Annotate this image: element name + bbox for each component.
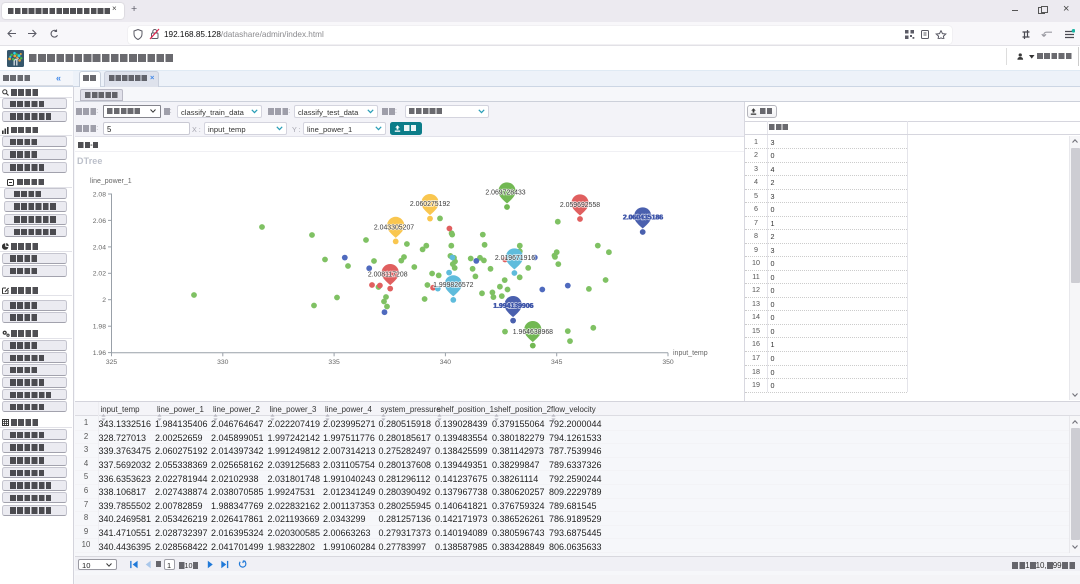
svg-text:350: 350 bbox=[662, 359, 674, 366]
svg-text:1.98: 1.98 bbox=[93, 324, 106, 331]
svg-text:2.069728433: 2.069728433 bbox=[485, 189, 525, 196]
svg-text:2.02: 2.02 bbox=[93, 271, 106, 278]
svg-text:2.043305207: 2.043305207 bbox=[374, 224, 414, 231]
svg-text:input_temp: input_temp bbox=[673, 350, 708, 357]
svg-text:line_power_1: line_power_1 bbox=[90, 178, 132, 185]
svg-text:2.04: 2.04 bbox=[93, 244, 106, 251]
svg-text:1.964638968: 1.964638968 bbox=[513, 329, 553, 336]
svg-text:340: 340 bbox=[440, 359, 452, 366]
svg-text:2.008117208: 2.008117208 bbox=[368, 271, 408, 278]
svg-text:2.060435186: 2.060435186 bbox=[623, 214, 663, 221]
svg-text:1.96: 1.96 bbox=[93, 350, 106, 357]
svg-text:330: 330 bbox=[217, 359, 229, 366]
svg-text:2.060435186: 2.060435186 bbox=[623, 214, 663, 221]
svg-text:1.994139906: 1.994139906 bbox=[493, 303, 533, 310]
svg-text:335: 335 bbox=[328, 359, 340, 366]
svg-text:2.06: 2.06 bbox=[93, 218, 106, 225]
svg-text:1.994139906: 1.994139906 bbox=[494, 303, 534, 310]
svg-text:2.060275192: 2.060275192 bbox=[410, 201, 450, 208]
svg-text:2: 2 bbox=[102, 297, 106, 304]
svg-text:1.999826572: 1.999826572 bbox=[433, 282, 473, 289]
svg-text:325: 325 bbox=[106, 359, 118, 366]
svg-text:2.019671916: 2.019671916 bbox=[495, 255, 535, 262]
svg-text:345: 345 bbox=[551, 359, 563, 366]
svg-text:2.08: 2.08 bbox=[93, 191, 106, 198]
svg-text:2.059692558: 2.059692558 bbox=[560, 202, 600, 209]
